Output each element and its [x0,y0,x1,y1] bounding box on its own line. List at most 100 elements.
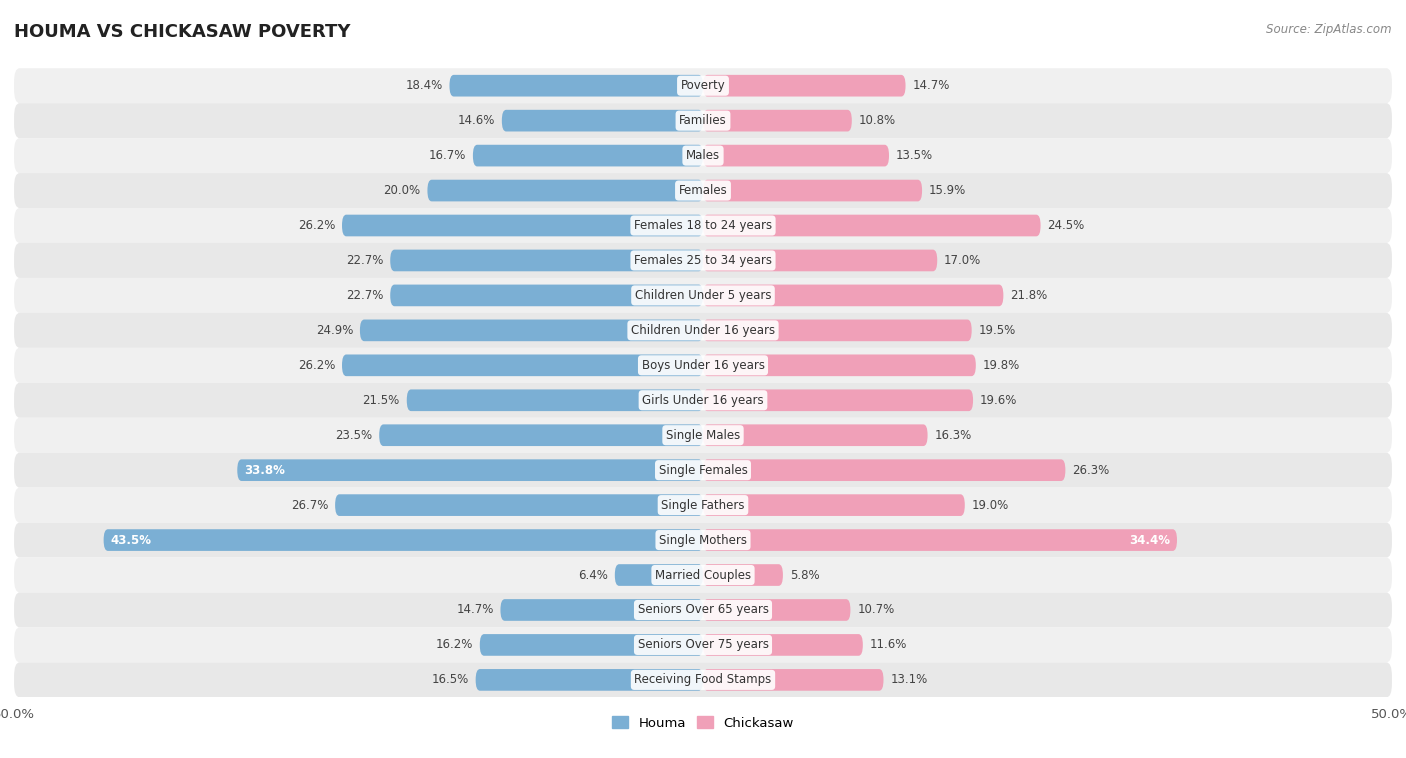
FancyBboxPatch shape [703,459,1066,481]
Text: Males: Males [686,149,720,162]
FancyBboxPatch shape [703,390,973,411]
FancyBboxPatch shape [14,348,1392,383]
FancyBboxPatch shape [391,284,703,306]
Text: 15.9%: 15.9% [929,184,966,197]
Text: Seniors Over 75 years: Seniors Over 75 years [637,638,769,651]
FancyBboxPatch shape [14,68,1392,103]
FancyBboxPatch shape [14,173,1392,208]
FancyBboxPatch shape [472,145,703,167]
Text: Females 18 to 24 years: Females 18 to 24 years [634,219,772,232]
Text: 22.7%: 22.7% [346,254,384,267]
FancyBboxPatch shape [703,284,1004,306]
FancyBboxPatch shape [14,313,1392,348]
FancyBboxPatch shape [406,390,703,411]
Text: 24.5%: 24.5% [1047,219,1084,232]
Text: 33.8%: 33.8% [245,464,285,477]
FancyBboxPatch shape [14,662,1392,697]
Text: 14.6%: 14.6% [457,114,495,127]
FancyBboxPatch shape [14,487,1392,522]
Text: Single Males: Single Males [666,429,740,442]
Text: 13.1%: 13.1% [890,673,928,687]
Text: 23.5%: 23.5% [335,429,373,442]
Text: Receiving Food Stamps: Receiving Food Stamps [634,673,772,687]
FancyBboxPatch shape [703,529,1177,551]
FancyBboxPatch shape [342,355,703,376]
FancyBboxPatch shape [475,669,703,691]
FancyBboxPatch shape [14,522,1392,558]
Text: Females: Females [679,184,727,197]
Text: 22.7%: 22.7% [346,289,384,302]
FancyBboxPatch shape [391,249,703,271]
FancyBboxPatch shape [360,320,703,341]
Text: Married Couples: Married Couples [655,568,751,581]
Text: Boys Under 16 years: Boys Under 16 years [641,359,765,372]
FancyBboxPatch shape [703,249,938,271]
Text: 34.4%: 34.4% [1129,534,1170,547]
Text: 26.2%: 26.2% [298,359,335,372]
Text: 19.8%: 19.8% [983,359,1019,372]
FancyBboxPatch shape [479,634,703,656]
Text: 26.3%: 26.3% [1073,464,1109,477]
Text: 14.7%: 14.7% [912,79,950,92]
Text: 10.7%: 10.7% [858,603,894,616]
FancyBboxPatch shape [14,138,1392,173]
FancyBboxPatch shape [14,383,1392,418]
FancyBboxPatch shape [14,628,1392,662]
Text: Poverty: Poverty [681,79,725,92]
FancyBboxPatch shape [238,459,703,481]
Text: Single Mothers: Single Mothers [659,534,747,547]
FancyBboxPatch shape [450,75,703,96]
Text: 6.4%: 6.4% [578,568,607,581]
Text: 10.8%: 10.8% [859,114,896,127]
FancyBboxPatch shape [502,110,703,131]
FancyBboxPatch shape [703,494,965,516]
FancyBboxPatch shape [14,243,1392,278]
Text: 24.9%: 24.9% [315,324,353,337]
FancyBboxPatch shape [703,75,905,96]
FancyBboxPatch shape [703,320,972,341]
FancyBboxPatch shape [703,355,976,376]
Text: 21.5%: 21.5% [363,393,399,407]
Text: 17.0%: 17.0% [945,254,981,267]
FancyBboxPatch shape [14,453,1392,487]
Text: 19.6%: 19.6% [980,393,1018,407]
FancyBboxPatch shape [380,424,703,446]
FancyBboxPatch shape [703,599,851,621]
FancyBboxPatch shape [703,564,783,586]
Text: 16.5%: 16.5% [432,673,468,687]
FancyBboxPatch shape [14,208,1392,243]
FancyBboxPatch shape [14,593,1392,628]
Text: 14.7%: 14.7% [456,603,494,616]
Text: 16.3%: 16.3% [935,429,972,442]
FancyBboxPatch shape [703,110,852,131]
Text: Families: Families [679,114,727,127]
FancyBboxPatch shape [703,180,922,202]
Text: Girls Under 16 years: Girls Under 16 years [643,393,763,407]
FancyBboxPatch shape [501,599,703,621]
FancyBboxPatch shape [104,529,703,551]
Text: Source: ZipAtlas.com: Source: ZipAtlas.com [1267,23,1392,36]
FancyBboxPatch shape [342,215,703,236]
Text: 16.2%: 16.2% [436,638,472,651]
Text: 43.5%: 43.5% [111,534,152,547]
FancyBboxPatch shape [703,424,928,446]
Text: 26.7%: 26.7% [291,499,328,512]
Text: Single Females: Single Females [658,464,748,477]
FancyBboxPatch shape [14,103,1392,138]
FancyBboxPatch shape [614,564,703,586]
Text: 18.4%: 18.4% [405,79,443,92]
Text: 26.2%: 26.2% [298,219,335,232]
Text: Children Under 16 years: Children Under 16 years [631,324,775,337]
Text: 16.7%: 16.7% [429,149,465,162]
Text: Children Under 5 years: Children Under 5 years [634,289,772,302]
Text: 21.8%: 21.8% [1011,289,1047,302]
Text: 19.0%: 19.0% [972,499,1010,512]
FancyBboxPatch shape [14,558,1392,593]
Text: 13.5%: 13.5% [896,149,934,162]
Text: Single Fathers: Single Fathers [661,499,745,512]
Text: Females 25 to 34 years: Females 25 to 34 years [634,254,772,267]
FancyBboxPatch shape [14,418,1392,453]
FancyBboxPatch shape [703,215,1040,236]
Text: 19.5%: 19.5% [979,324,1015,337]
FancyBboxPatch shape [703,669,883,691]
